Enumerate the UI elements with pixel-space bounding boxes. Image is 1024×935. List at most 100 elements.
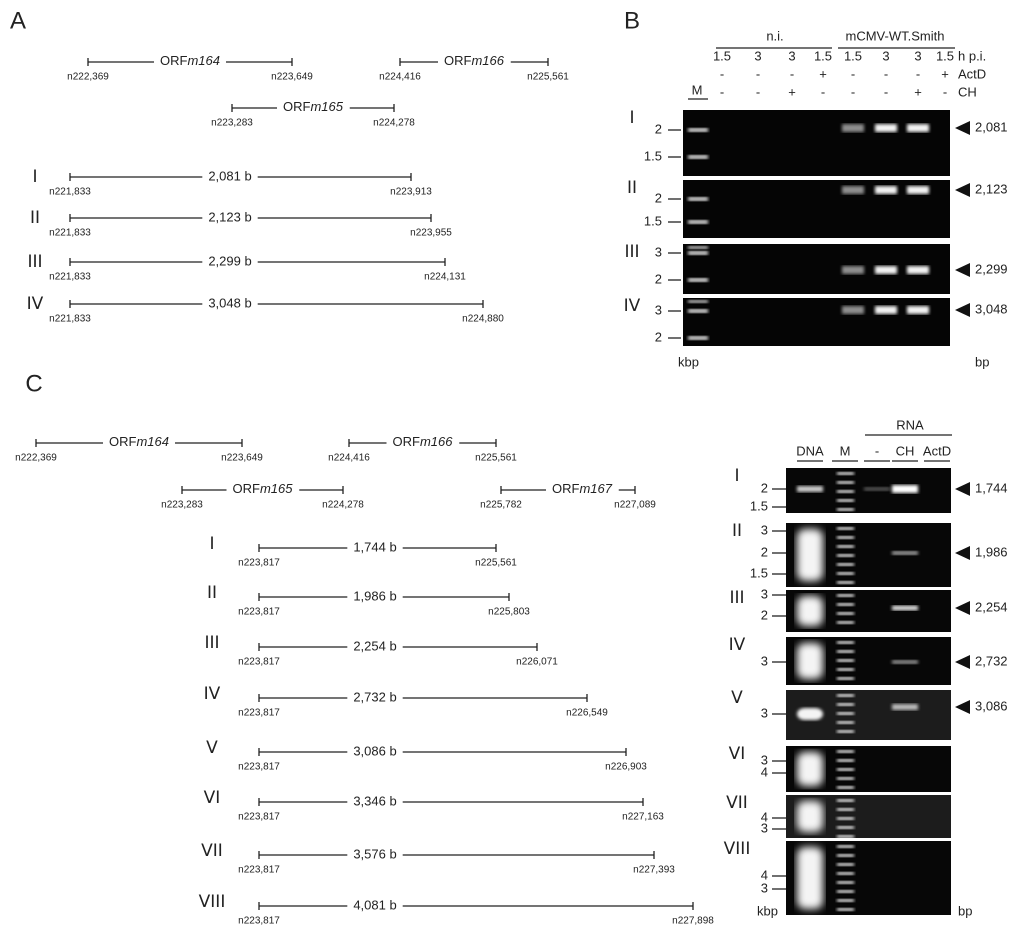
gel-id: II — [627, 178, 637, 198]
amplicon-id: II — [30, 208, 40, 228]
unit-label: bp — [958, 903, 972, 918]
lane-actd: - — [790, 66, 794, 81]
end-coordinate: n226,549 — [566, 708, 608, 719]
orf-label: ORFm164 — [109, 434, 169, 449]
ladder-size: 2 — [655, 190, 662, 205]
ladder-band — [688, 220, 708, 224]
amplicon-id: I — [32, 167, 37, 187]
band-arrow — [955, 482, 970, 496]
amplicon-size: 2,254 b — [353, 638, 396, 653]
amplicon-size: 2,081 b — [208, 168, 251, 183]
ladder-band — [837, 659, 854, 662]
ladder-size: 1.5 — [644, 213, 662, 228]
ladder-band — [837, 845, 854, 848]
lane-times: 3 — [788, 48, 795, 63]
ladder-band — [688, 336, 708, 340]
orf-label: ORFm165 — [233, 481, 294, 496]
ladder-size: 3 — [761, 705, 768, 720]
sample-band — [864, 487, 890, 491]
band-size: 2,081 — [975, 119, 1008, 134]
start-coordinate: n223,817 — [238, 657, 280, 668]
gel-id: IV — [624, 296, 641, 316]
amplicon-size: 3,346 b — [353, 793, 396, 808]
ladder-band — [837, 499, 854, 502]
amplicon-id: IV — [204, 684, 221, 704]
start-coordinate: n223,817 — [238, 916, 280, 927]
ladder-size: 2 — [655, 271, 662, 286]
ladder-size: 2 — [655, 329, 662, 344]
orf-prefix: ORF — [109, 434, 137, 449]
end-coordinate: n225,803 — [488, 607, 530, 618]
ladder-band — [837, 694, 854, 697]
amplicon-id: III — [27, 252, 42, 272]
amplicon-id: VIII — [199, 892, 226, 912]
ladder-band — [837, 472, 854, 475]
ladder-band — [837, 890, 854, 893]
lane-label: CH — [896, 443, 915, 458]
band-size: 3,048 — [975, 301, 1008, 316]
orf-prefix: ORF — [233, 481, 261, 496]
lane-label: ActD — [923, 443, 951, 458]
start-coordinate: n223,817 — [238, 558, 280, 569]
sample-band — [875, 124, 897, 132]
unit-label: kbp — [757, 903, 778, 918]
dna-band — [797, 752, 823, 786]
ladder-band — [837, 863, 854, 866]
ladder-size: 3 — [761, 880, 768, 895]
ladder-band — [837, 545, 854, 548]
orf-name: m166 — [471, 53, 504, 68]
ladder-size: 3 — [761, 752, 768, 767]
ladder-band — [837, 872, 854, 875]
ladder-band — [837, 650, 854, 653]
orf-name: m167 — [579, 481, 612, 496]
ladder-band — [837, 881, 854, 884]
ladder-band — [688, 246, 708, 249]
orf-prefix: ORF — [160, 53, 188, 68]
sample-band — [875, 266, 897, 274]
band-size: 1,744 — [975, 480, 1008, 495]
lane-ch: - — [851, 84, 855, 99]
end-coordinate: n225,561 — [527, 72, 569, 83]
ladder-band — [688, 155, 708, 159]
ladder-band — [837, 768, 854, 771]
band-arrow — [955, 121, 970, 135]
ladder-band — [837, 703, 854, 706]
end-coordinate: n226,071 — [516, 657, 558, 668]
gel-image — [683, 244, 950, 294]
ladder-size: 4 — [761, 764, 768, 779]
amplicon-id: I — [209, 534, 214, 554]
group-label: n.i. — [766, 28, 783, 43]
lane-times: 1.5 — [713, 48, 731, 63]
ladder-band — [837, 554, 854, 557]
ladder-size: 1.5 — [750, 565, 768, 580]
ladder-band — [837, 594, 854, 597]
gel-id: III — [729, 588, 744, 608]
band-size: 2,254 — [975, 599, 1008, 614]
ladder-band — [837, 621, 854, 624]
end-coordinate: n223,649 — [271, 72, 313, 83]
end-coordinate: n225,561 — [475, 558, 517, 569]
lane-label: DNA — [796, 443, 824, 458]
amplicon-size: 2,123 b — [208, 209, 251, 224]
gel-id: V — [731, 688, 743, 708]
sample-band — [797, 486, 823, 492]
ladder-band — [837, 730, 854, 733]
ladder-size: 3 — [761, 653, 768, 668]
ladder-band — [688, 128, 708, 132]
start-coordinate: n221,833 — [49, 228, 91, 239]
lane-times: 3 — [882, 48, 889, 63]
start-coordinate: n223,817 — [238, 865, 280, 876]
lane-ch: + — [788, 84, 796, 99]
gel-id: II — [732, 521, 742, 541]
start-coordinate: n223,817 — [238, 607, 280, 618]
start-coordinate: n221,833 — [49, 187, 91, 198]
gel-id: I — [629, 108, 634, 128]
ladder-band — [837, 826, 854, 829]
amplicon-size: 3,576 b — [353, 846, 396, 861]
ladder-band — [837, 777, 854, 780]
amplicon-id: III — [204, 633, 219, 653]
start-coordinate: n223,283 — [211, 118, 253, 129]
band-arrow — [955, 546, 970, 560]
ladder-size: 1.5 — [750, 498, 768, 513]
ladder-band — [837, 817, 854, 820]
